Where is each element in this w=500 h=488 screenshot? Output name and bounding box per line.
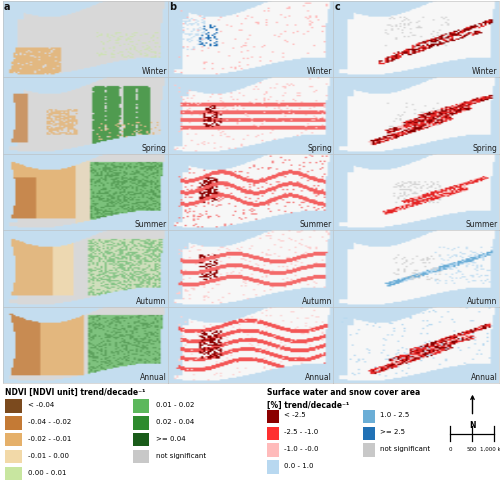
Text: >= 2.5: >= 2.5 [380,429,404,435]
Text: < -0.04: < -0.04 [28,402,55,408]
Bar [5,416,22,429]
Text: Annual: Annual [140,373,167,382]
Text: Annual: Annual [470,373,498,382]
Text: Autumn: Autumn [302,297,332,305]
Text: Summer: Summer [300,220,332,229]
Text: Winter: Winter [472,67,498,77]
Bar [363,409,375,423]
Text: not significant: not significant [156,453,206,459]
Text: 0.0 - 1.0: 0.0 - 1.0 [284,463,313,469]
Text: Autumn: Autumn [136,297,167,305]
Bar [5,467,22,480]
Text: -1.0 - -0.0: -1.0 - -0.0 [284,446,318,452]
Bar [267,427,279,440]
Bar [267,444,279,457]
Text: -2.5 - -1.0: -2.5 - -1.0 [284,429,318,435]
Bar [132,433,150,447]
Text: c: c [334,1,340,12]
Bar [363,427,375,440]
Bar [363,444,375,457]
Text: -0.02 - -0.01: -0.02 - -0.01 [28,436,72,442]
Bar [132,416,150,429]
Text: Spring: Spring [142,144,167,153]
Text: >= 0.04: >= 0.04 [156,436,186,442]
Text: -0.01 - 0.00: -0.01 - 0.00 [28,453,70,459]
Text: 1,000 km: 1,000 km [480,447,500,452]
Text: Winter: Winter [306,67,332,77]
Text: 0.02 - 0.04: 0.02 - 0.04 [156,419,194,425]
Text: a: a [4,1,10,12]
Bar [132,399,150,413]
Text: 1.0 - 2.5: 1.0 - 2.5 [380,412,409,418]
Text: < -2.5: < -2.5 [284,412,305,418]
Bar [267,409,279,423]
Text: -0.04 - -0.02: -0.04 - -0.02 [28,419,72,425]
Text: Summer: Summer [134,220,167,229]
Text: [%] trend/decade⁻¹: [%] trend/decade⁻¹ [267,401,349,410]
Text: NDVI [NDVI unit] trend/decade⁻¹: NDVI [NDVI unit] trend/decade⁻¹ [5,387,146,397]
Text: b: b [169,1,176,12]
Bar [5,399,22,413]
Bar [5,450,22,464]
Text: Surface water and snow cover area: Surface water and snow cover area [267,387,420,397]
Bar [267,460,279,474]
Text: 0.00 - 0.01: 0.00 - 0.01 [28,469,67,476]
Text: Spring: Spring [472,144,498,153]
Text: N: N [469,421,476,430]
Bar [132,450,150,464]
Text: Annual: Annual [306,373,332,382]
Text: Winter: Winter [142,67,167,77]
Bar [5,433,22,447]
Text: 0: 0 [448,447,452,452]
Text: not significant: not significant [380,446,430,452]
Text: Summer: Summer [465,220,498,229]
Text: Autumn: Autumn [467,297,498,305]
Text: 500: 500 [466,447,477,452]
Text: Spring: Spring [308,144,332,153]
Text: 0.01 - 0.02: 0.01 - 0.02 [156,402,194,408]
